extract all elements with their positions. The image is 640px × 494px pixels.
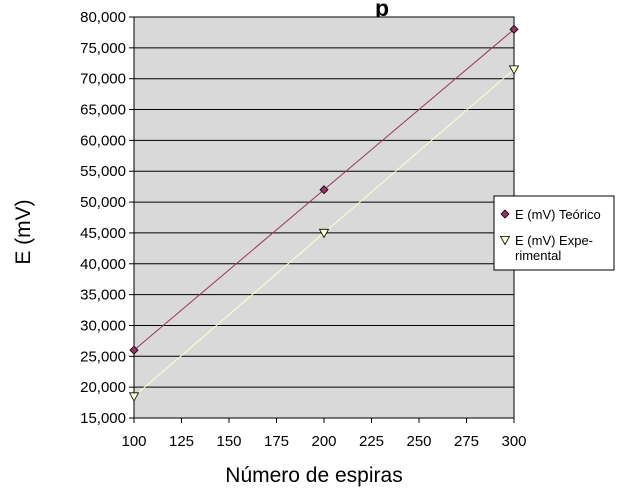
legend-marker-1 <box>499 235 511 246</box>
y-tick-label: 70,000 <box>80 71 126 88</box>
y-tick-label: 15,000 <box>80 410 126 427</box>
data-point-1 <box>318 228 330 239</box>
x-tick-label: 125 <box>169 433 194 450</box>
y-tick-label: 45,000 <box>80 225 126 242</box>
x-tick-label: 150 <box>216 433 241 450</box>
data-point-1 <box>128 392 140 402</box>
data-point-0 <box>509 24 519 34</box>
data-markers <box>128 24 520 402</box>
y-tick-label: 20,000 <box>80 379 126 396</box>
legend-label: E (mV) Expe- <box>515 233 593 248</box>
data-point-1 <box>508 65 520 75</box>
legend-label: E (mV) Teórico <box>515 207 601 222</box>
x-tick-label: 300 <box>501 433 526 450</box>
y-axis-ticks: 15,000 20,000 25,000 30,000 35,000 40,000 45,0… <box>80 9 134 427</box>
x-tick-label: 275 <box>454 433 479 450</box>
legend-box <box>493 195 615 271</box>
y-tick-label: 60,000 <box>80 132 126 149</box>
x-tick-label: 225 <box>359 433 384 450</box>
grid-lines <box>134 47 514 388</box>
chart-title: p <box>375 0 389 21</box>
data-point-0 <box>319 185 329 195</box>
y-tick-label: 65,000 <box>80 102 126 119</box>
x-tick-label: 200 <box>311 433 336 450</box>
x-tick-label: 175 <box>264 433 289 450</box>
legend: E (mV) Teórico E (mV) Expe-rimental <box>493 195 615 271</box>
y-tick-label: 80,000 <box>80 9 126 26</box>
legend-entries: E (mV) Teórico E (mV) Expe-rimental <box>499 207 601 263</box>
y-tick-label: 75,000 <box>80 40 126 57</box>
x-tick-label: 250 <box>406 433 431 450</box>
y-tick-label: 30,000 <box>80 317 126 334</box>
legend-marker-0 <box>500 209 510 219</box>
y-tick-label: 40,000 <box>80 256 126 273</box>
x-axis-title: Número de espiras <box>225 464 402 487</box>
y-tick-label: 25,000 <box>80 348 126 365</box>
y-axis-title: E (mV) <box>12 199 35 264</box>
legend-label-cont: rimental <box>515 248 561 263</box>
y-tick-label: 55,000 <box>80 163 126 180</box>
data-point-0 <box>129 345 139 355</box>
y-tick-label: 35,000 <box>80 287 126 304</box>
x-axis-ticks: 100 125 150 175 200 225 250 275 300 <box>121 418 527 450</box>
x-tick-label: 100 <box>121 433 146 450</box>
y-tick-label: 50,000 <box>80 194 126 211</box>
